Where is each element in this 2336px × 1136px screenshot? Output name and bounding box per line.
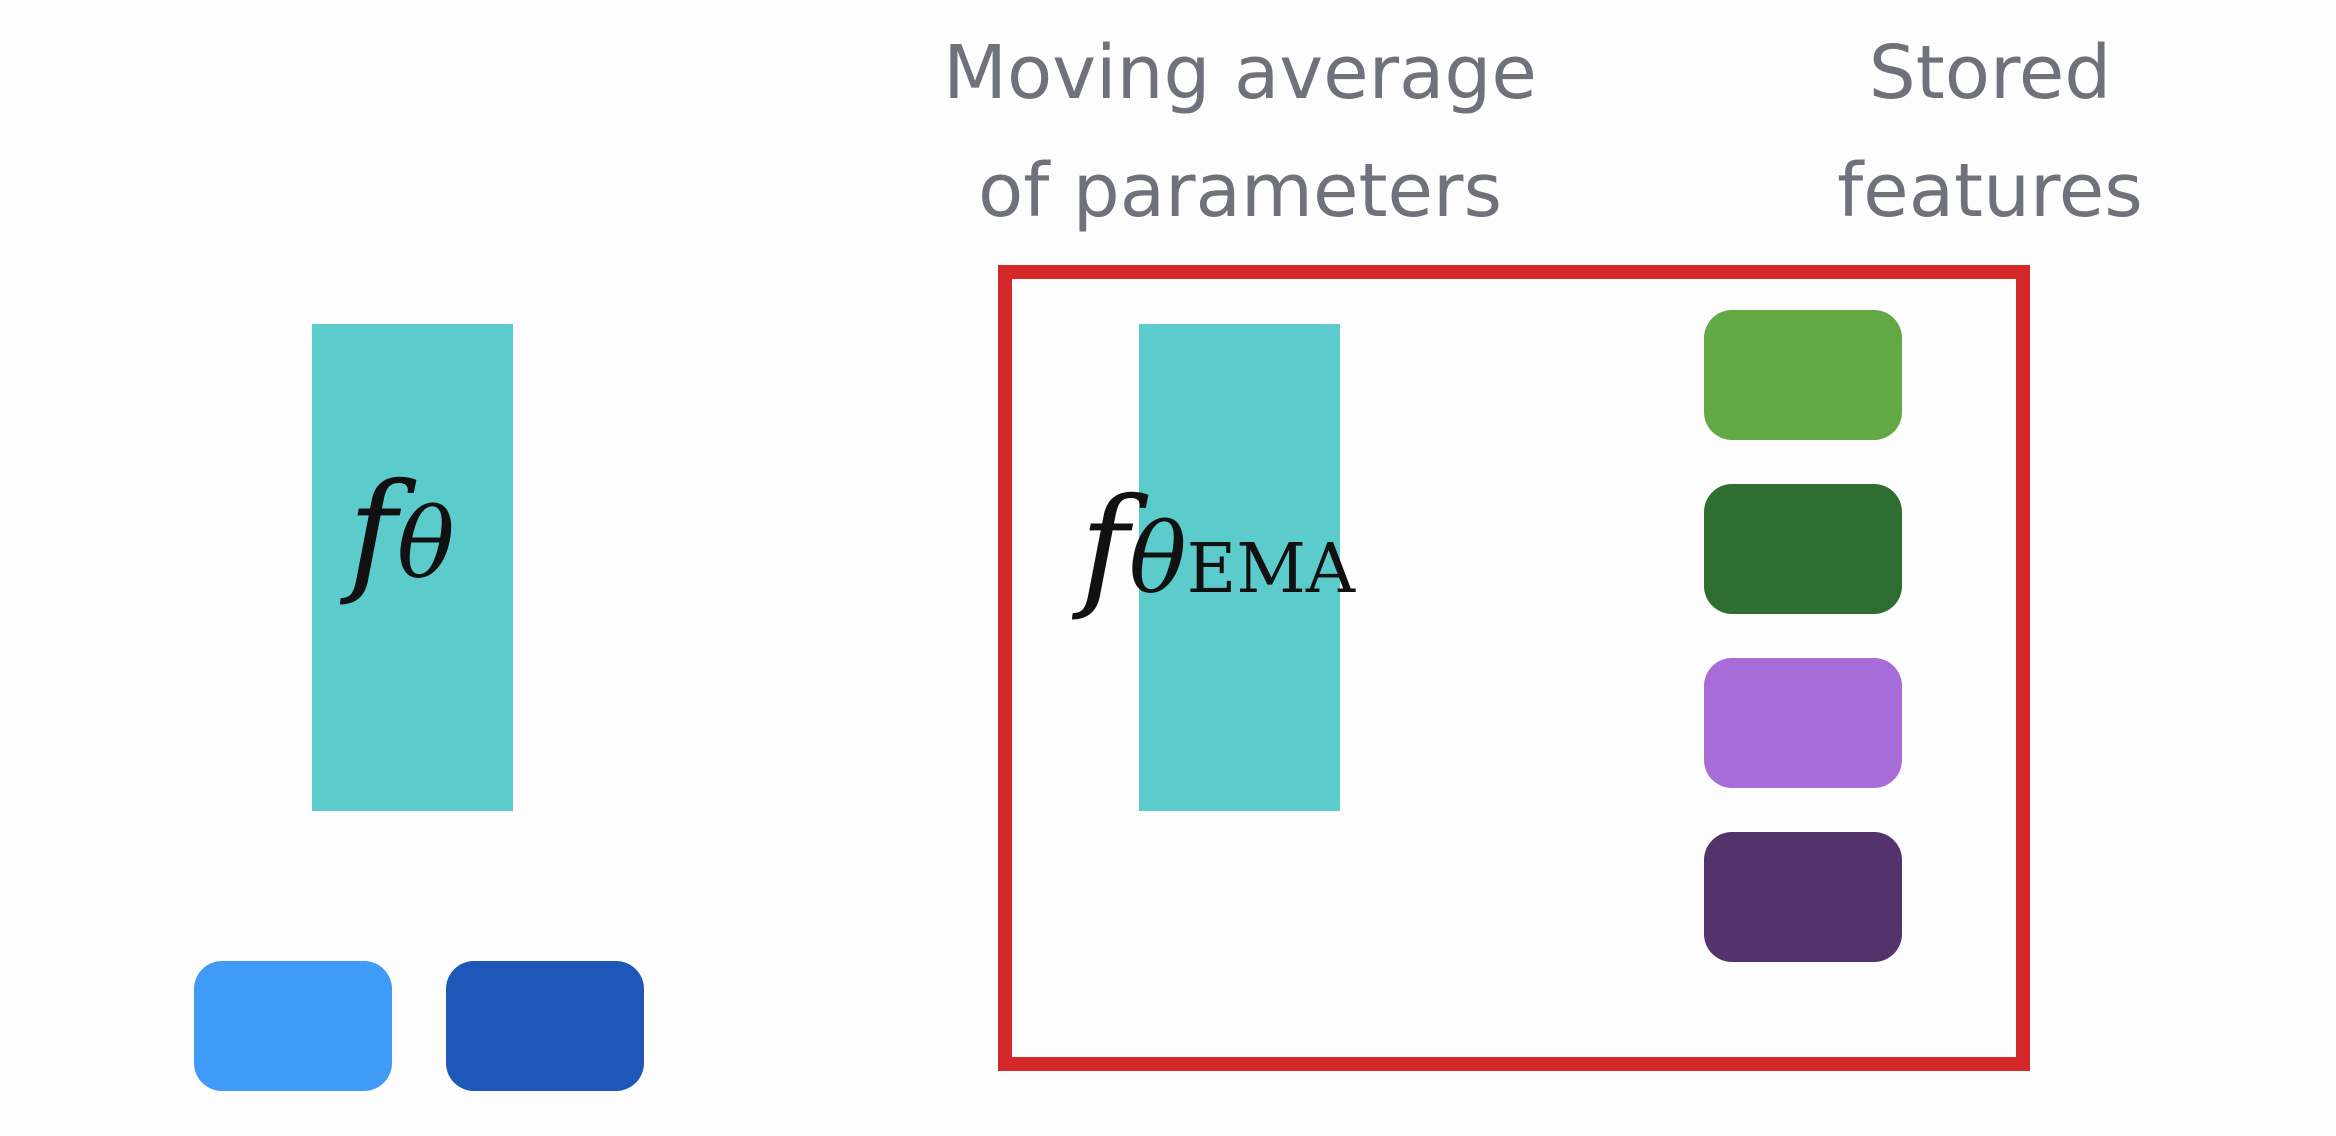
input-feature-1 — [194, 961, 392, 1091]
input-feature-2 — [446, 961, 644, 1091]
student-network-subscript: θ — [396, 488, 455, 600]
student-network-label: fθ — [348, 455, 455, 609]
student-network-block — [312, 324, 513, 811]
ema-network-sub-subscript: EMA — [1186, 530, 1356, 609]
stored-feature-1 — [1704, 310, 1902, 440]
stored-features-heading: Stored features — [1770, 14, 2210, 250]
stored-features-heading-line1: Stored — [1868, 30, 2112, 116]
moving-average-heading-line1: Moving average — [943, 30, 1537, 116]
moving-average-heading-line2: of parameters — [977, 148, 1503, 234]
ema-network-symbol: f — [1080, 470, 1129, 624]
ema-frame — [998, 265, 2030, 1071]
stored-feature-3 — [1704, 658, 1902, 788]
ema-network-label: fθEMA — [1080, 470, 1355, 624]
stored-feature-4 — [1704, 832, 1902, 962]
ema-network-subscript: θ — [1128, 503, 1187, 615]
ema-network-block — [1139, 324, 1340, 811]
moving-average-heading: Moving average of parameters — [880, 14, 1600, 250]
student-network-symbol: f — [348, 455, 397, 609]
stored-feature-2 — [1704, 484, 1902, 614]
stored-features-heading-line2: features — [1837, 148, 2143, 234]
